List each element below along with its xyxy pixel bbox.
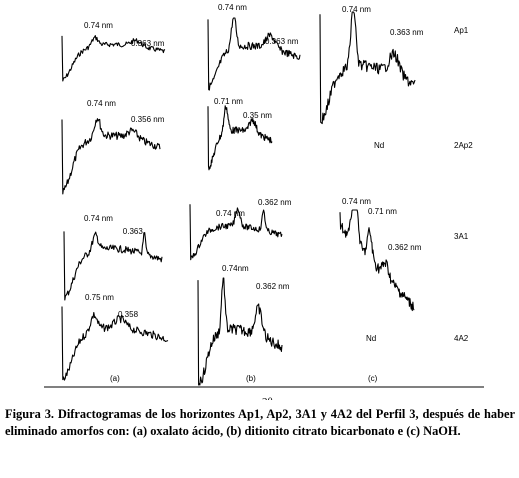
trace-b-2ap2 xyxy=(207,105,273,171)
trace-b-4a2 xyxy=(197,277,283,386)
peak-label-b-2ap2-0: 0.71 nm xyxy=(214,97,243,106)
caption-label: Figura 3. xyxy=(5,407,54,421)
trace-b-ap1 xyxy=(207,17,301,91)
peak-label-a-3a1-0: 0.74 nm xyxy=(84,214,113,223)
diffractogram-chart: 0.74 nm 0.363 nm 0.74 nm 0.356 nm 0.74 nm 0.3… xyxy=(44,3,484,400)
trace-a-3a1 xyxy=(63,231,163,301)
peak-label-b-3a1-0: 0.74 nm xyxy=(216,209,245,218)
peak-label-c-ap1-0: 0.74 nm xyxy=(342,5,371,14)
peak-label-b-4a2-1: 0.362 nm xyxy=(256,282,290,291)
trace-a-4a2 xyxy=(61,306,169,381)
column-label-b: (b) xyxy=(246,374,256,383)
peak-label-a-ap1-0: 0.74 nm xyxy=(84,21,113,30)
column-label-a: (a) xyxy=(110,374,120,383)
peak-label-a-ap1-1: 0.363 nm xyxy=(131,39,165,48)
x-axis-label: 2θ xyxy=(262,396,273,400)
trace-a-ap1 xyxy=(61,35,166,82)
peak-label-b-4a2-0: 0.74nm xyxy=(222,264,249,273)
peak-label-c-3a1-1: 0.71 nm xyxy=(368,207,397,216)
peak-label-b-3a1-1: 0.362 nm xyxy=(258,198,292,207)
peak-label-a-4a2-1: 0.358 xyxy=(118,310,139,319)
peak-label-a-2ap2-1: 0.356 nm xyxy=(131,115,165,124)
row-label-4a2: 4A2 xyxy=(454,334,469,343)
figure-caption: Figura 3. Difractogramas de los horizont… xyxy=(5,406,515,440)
row-label-ap1: Ap1 xyxy=(454,26,469,35)
peak-label-a-3a1-1: 0.363 xyxy=(123,227,144,236)
trace-b-3a1 xyxy=(189,204,283,261)
peak-label-b-ap1-0: 0.74 nm xyxy=(218,3,247,12)
diffractogram-figure: 0.74 nm 0.363 nm 0.74 nm 0.356 nm 0.74 nm 0.3… xyxy=(44,3,484,400)
peak-label-c-3a1-2: 0.362 nm xyxy=(388,243,422,252)
peak-label-c-3a1-0: 0.74 nm xyxy=(342,197,371,206)
trace-c-3a1 xyxy=(339,209,415,312)
column-label-c: (c) xyxy=(368,374,378,383)
peak-label-a-2ap2-0: 0.74 nm xyxy=(87,99,116,108)
nd-note-c-4a2: Nd xyxy=(366,334,376,343)
peak-label-a-4a2-0: 0.75 nm xyxy=(85,293,114,302)
peak-label-c-ap1-1: 0.363 nm xyxy=(390,28,424,37)
caption-text: Difractogramas de los horizontes Ap1, Ap… xyxy=(5,407,515,438)
peak-label-b-2ap2-1: 0.35 nm xyxy=(243,111,272,120)
nd-note-c-2ap2: Nd xyxy=(374,141,384,150)
trace-c-ap1 xyxy=(319,11,416,125)
row-label-3a1: 3A1 xyxy=(454,232,469,241)
peak-label-b-ap1-1: 0.363 nm xyxy=(265,37,299,46)
row-label-2ap2: 2Ap2 xyxy=(454,141,473,150)
trace-a-2ap2 xyxy=(61,118,161,195)
